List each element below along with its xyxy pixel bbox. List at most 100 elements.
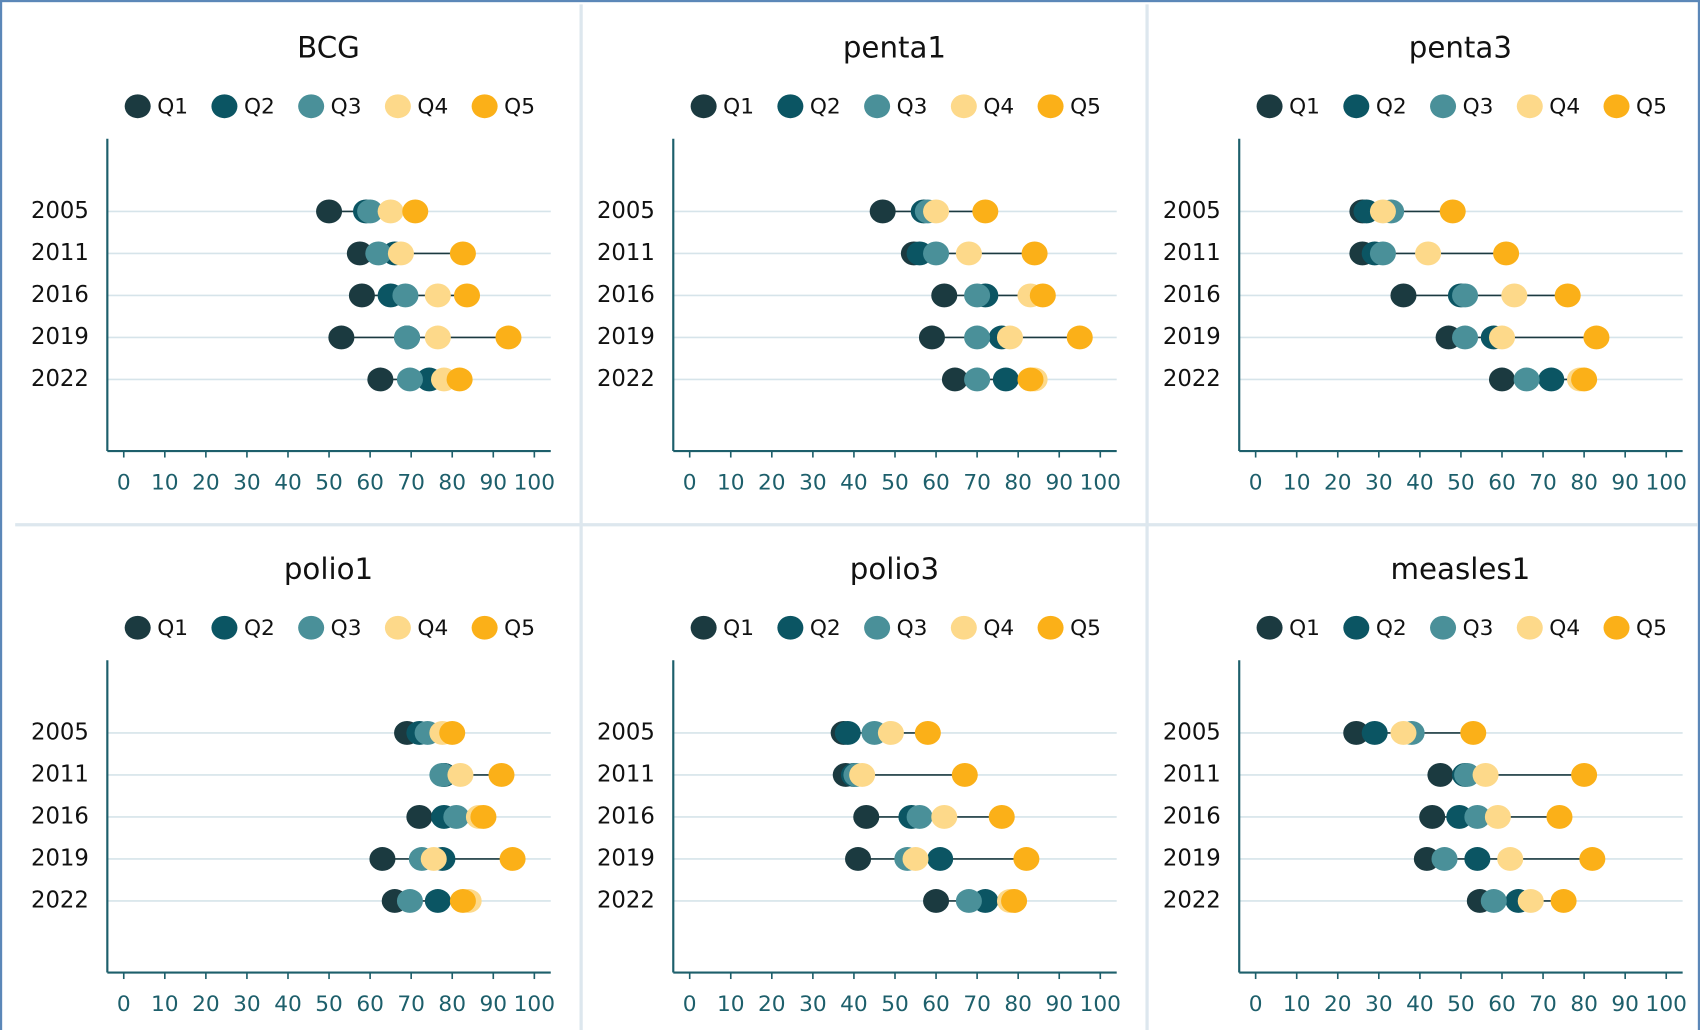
dot	[1464, 847, 1491, 871]
y-tick-label: 2016	[1163, 282, 1221, 308]
x-tick-label: 80	[438, 471, 466, 496]
dot	[357, 199, 384, 224]
dot	[951, 763, 978, 787]
dot	[877, 720, 904, 745]
dot	[941, 367, 968, 392]
y-tick-label: 2016	[597, 282, 655, 308]
legend-marker	[1256, 615, 1283, 640]
x-tick-label: 10	[1283, 471, 1311, 496]
dot	[1001, 889, 1028, 913]
x-tick-label: 0	[1249, 992, 1263, 1017]
y-tick-label: 2019	[597, 845, 655, 871]
y-tick-label: 2019	[1163, 324, 1221, 350]
x-tick-label: 90	[1611, 992, 1639, 1017]
legend-marker	[211, 615, 238, 640]
dot	[964, 283, 991, 308]
x-tick-label: 100	[1080, 471, 1121, 496]
dot	[931, 805, 958, 829]
chart-title: BCG	[297, 30, 360, 64]
y-tick-label: 2019	[31, 324, 89, 350]
legend-marker	[471, 615, 498, 640]
x-tick-label: 40	[1406, 471, 1434, 496]
x-tick-label: 50	[315, 992, 343, 1017]
dot	[1484, 805, 1511, 829]
x-tick-label: 50	[881, 471, 909, 496]
dot	[495, 325, 522, 350]
legend-marker	[777, 94, 804, 119]
dot	[849, 763, 876, 787]
legend-label: Q3	[1463, 94, 1494, 119]
dot	[346, 241, 373, 266]
legend-label: Q3	[331, 616, 362, 641]
dot	[377, 199, 404, 224]
dot	[1571, 763, 1598, 787]
legend-marker	[864, 615, 891, 640]
x-tick-label: 50	[881, 992, 909, 1017]
dot	[923, 241, 950, 266]
dot	[387, 241, 414, 266]
dot	[367, 367, 394, 392]
dot	[918, 325, 945, 350]
dot	[424, 889, 451, 913]
legend-label: Q4	[983, 94, 1014, 119]
y-tick-label: 2005	[31, 198, 89, 224]
dot	[1579, 847, 1606, 871]
dot	[424, 283, 451, 308]
y-tick-label: 2016	[1163, 803, 1221, 829]
legend-label: Q3	[1463, 616, 1494, 641]
dot	[1427, 763, 1454, 787]
y-tick-label: 2011	[1163, 240, 1221, 266]
x-tick-label: 20	[1324, 992, 1352, 1017]
y-tick-label: 2005	[597, 719, 655, 745]
y-tick-label: 2019	[1163, 845, 1221, 871]
x-tick-label: 60	[922, 471, 950, 496]
x-tick-label: 10	[1283, 992, 1311, 1017]
dot	[1513, 367, 1540, 392]
x-tick-label: 30	[1365, 471, 1393, 496]
legend-marker	[777, 615, 804, 640]
y-tick-label: 2011	[31, 240, 89, 266]
dot	[1361, 720, 1388, 745]
x-tick-label: 50	[315, 471, 343, 496]
x-tick-label: 70	[1529, 471, 1557, 496]
x-tick-label: 20	[1324, 471, 1352, 496]
x-tick-label: 40	[840, 992, 868, 1017]
dot	[1452, 325, 1479, 350]
dot	[964, 325, 991, 350]
x-tick-label: 90	[1611, 471, 1639, 496]
legend-marker	[1256, 94, 1283, 119]
dot	[1480, 889, 1507, 913]
x-tick-label: 80	[438, 992, 466, 1017]
legend-label: Q3	[897, 94, 928, 119]
legend-label: Q4	[983, 616, 1014, 641]
dot	[1517, 889, 1544, 913]
dot	[1464, 805, 1491, 829]
chart-title: penta3	[1409, 30, 1512, 64]
legend-label: Q2	[244, 616, 275, 641]
x-tick-label: 70	[397, 992, 425, 1017]
legend-marker	[1343, 615, 1370, 640]
y-tick-label: 2016	[597, 803, 655, 829]
dot	[1021, 241, 1048, 266]
y-tick-label: 2011	[1163, 761, 1221, 787]
dot	[996, 325, 1023, 350]
dot	[1431, 847, 1458, 871]
x-tick-label: 20	[758, 992, 786, 1017]
legend-marker	[1343, 94, 1370, 119]
x-tick-label: 70	[963, 471, 991, 496]
dot	[955, 241, 982, 266]
dot	[1571, 367, 1598, 392]
chart-title: measles1	[1391, 552, 1531, 586]
legend-marker	[864, 94, 891, 119]
x-tick-label: 20	[758, 471, 786, 496]
dot	[1369, 241, 1396, 266]
y-tick-label: 2019	[597, 324, 655, 350]
legend-label: Q2	[1376, 94, 1407, 119]
legend-marker	[211, 94, 238, 119]
legend-label: Q1	[723, 616, 754, 641]
legend-label: Q5	[504, 616, 535, 641]
dot	[328, 325, 355, 350]
chart-title: polio3	[850, 552, 939, 586]
legend-label: Q2	[810, 616, 841, 641]
